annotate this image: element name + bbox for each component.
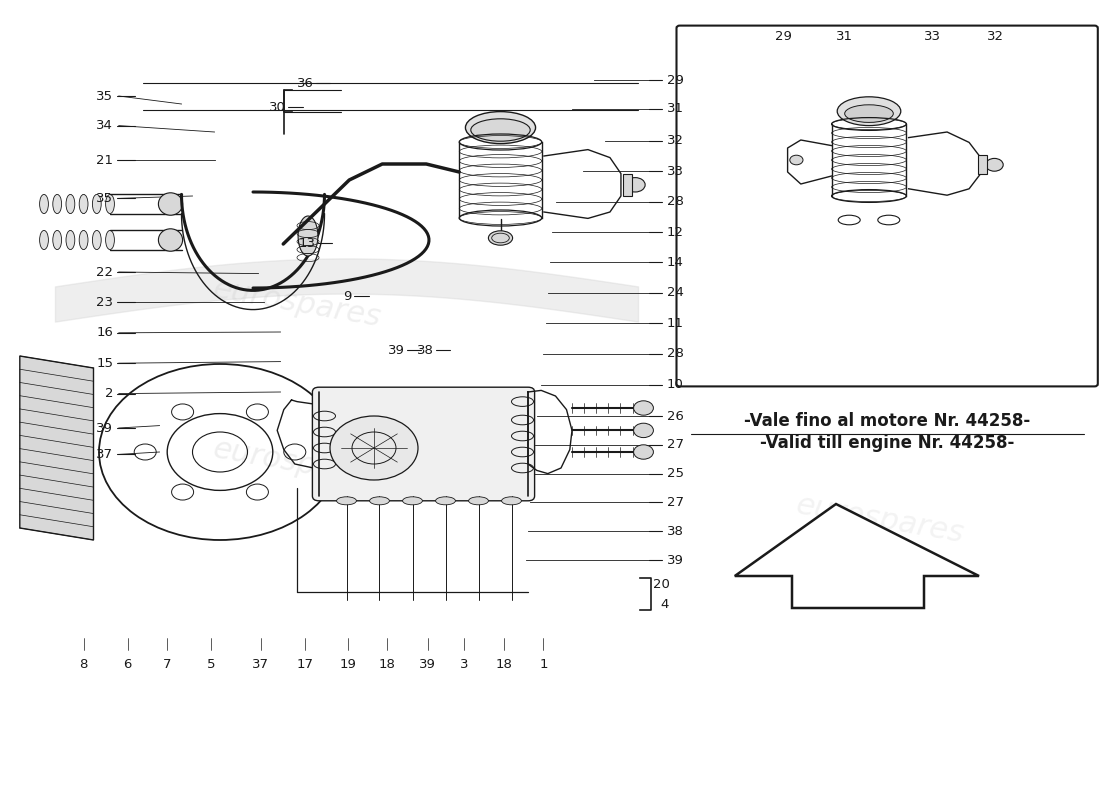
Text: eurospares: eurospares bbox=[210, 275, 384, 333]
Ellipse shape bbox=[40, 194, 48, 214]
Text: 29: 29 bbox=[774, 30, 792, 42]
Ellipse shape bbox=[469, 497, 488, 505]
Text: 33: 33 bbox=[667, 165, 683, 178]
Text: 26: 26 bbox=[667, 410, 683, 422]
Text: 39: 39 bbox=[419, 658, 437, 671]
Text: 13: 13 bbox=[299, 237, 316, 250]
Ellipse shape bbox=[370, 497, 389, 505]
Ellipse shape bbox=[66, 194, 75, 214]
Text: 2: 2 bbox=[104, 387, 113, 400]
Text: 31: 31 bbox=[836, 30, 854, 42]
Ellipse shape bbox=[837, 97, 901, 126]
Text: eurospares: eurospares bbox=[793, 491, 967, 549]
Bar bbox=[623, 174, 631, 196]
Text: 37: 37 bbox=[252, 658, 270, 671]
Text: 1: 1 bbox=[539, 658, 548, 671]
Ellipse shape bbox=[40, 230, 48, 250]
Text: 28: 28 bbox=[667, 195, 683, 208]
Text: 39: 39 bbox=[97, 422, 113, 434]
Ellipse shape bbox=[502, 497, 521, 505]
FancyBboxPatch shape bbox=[676, 26, 1098, 386]
Ellipse shape bbox=[634, 423, 653, 438]
Text: 4: 4 bbox=[660, 598, 669, 611]
Ellipse shape bbox=[106, 194, 114, 214]
Ellipse shape bbox=[465, 111, 536, 144]
Text: 17: 17 bbox=[296, 658, 314, 671]
Circle shape bbox=[330, 416, 418, 480]
Text: 19: 19 bbox=[339, 658, 356, 671]
Ellipse shape bbox=[403, 497, 422, 505]
Text: 7: 7 bbox=[163, 658, 172, 671]
Text: 21: 21 bbox=[97, 154, 113, 166]
Text: 38: 38 bbox=[417, 344, 433, 357]
Text: 28: 28 bbox=[667, 347, 683, 360]
Ellipse shape bbox=[158, 193, 183, 215]
Text: 14: 14 bbox=[667, 256, 683, 269]
Text: 18: 18 bbox=[495, 658, 513, 671]
Text: 3: 3 bbox=[460, 658, 469, 671]
Ellipse shape bbox=[106, 230, 114, 250]
Ellipse shape bbox=[92, 230, 101, 250]
Text: 11: 11 bbox=[667, 317, 683, 330]
Text: 35: 35 bbox=[97, 192, 113, 205]
Text: 27: 27 bbox=[667, 438, 683, 451]
Text: 34: 34 bbox=[97, 119, 113, 132]
Ellipse shape bbox=[634, 401, 653, 415]
Ellipse shape bbox=[488, 230, 513, 245]
Text: 27: 27 bbox=[667, 496, 683, 509]
Text: 22: 22 bbox=[97, 266, 113, 278]
Text: 6: 6 bbox=[123, 658, 132, 671]
Ellipse shape bbox=[634, 445, 653, 459]
Text: 12: 12 bbox=[667, 226, 683, 238]
Ellipse shape bbox=[66, 230, 75, 250]
Ellipse shape bbox=[625, 178, 645, 192]
Text: eurospares: eurospares bbox=[210, 435, 384, 493]
Text: -Valid till engine Nr. 44258-: -Valid till engine Nr. 44258- bbox=[760, 434, 1014, 452]
Text: 30: 30 bbox=[270, 101, 286, 114]
Text: 5: 5 bbox=[207, 658, 216, 671]
Ellipse shape bbox=[790, 155, 803, 165]
Ellipse shape bbox=[79, 230, 88, 250]
Text: 29: 29 bbox=[667, 74, 683, 86]
Text: 31: 31 bbox=[667, 102, 683, 115]
Text: 15: 15 bbox=[97, 357, 113, 370]
Text: 25: 25 bbox=[667, 467, 683, 480]
Text: 16: 16 bbox=[97, 326, 113, 339]
Text: 39: 39 bbox=[388, 344, 405, 357]
Text: 38: 38 bbox=[667, 525, 683, 538]
Ellipse shape bbox=[436, 497, 455, 505]
Text: -Vale fino al motore Nr. 44258-: -Vale fino al motore Nr. 44258- bbox=[744, 412, 1031, 430]
Ellipse shape bbox=[337, 497, 356, 505]
Ellipse shape bbox=[298, 216, 318, 256]
FancyBboxPatch shape bbox=[312, 387, 535, 501]
Ellipse shape bbox=[53, 230, 62, 250]
Text: 32: 32 bbox=[987, 30, 1004, 42]
Text: 36: 36 bbox=[297, 77, 313, 90]
Ellipse shape bbox=[471, 118, 530, 141]
Text: 32: 32 bbox=[667, 134, 683, 147]
Ellipse shape bbox=[845, 105, 893, 122]
Text: 23: 23 bbox=[97, 296, 113, 309]
Bar bbox=[978, 155, 987, 174]
Text: 9: 9 bbox=[343, 290, 352, 302]
Polygon shape bbox=[735, 504, 979, 608]
Text: 35: 35 bbox=[97, 90, 113, 102]
Ellipse shape bbox=[986, 158, 1003, 171]
Text: 20: 20 bbox=[653, 578, 670, 590]
Text: 8: 8 bbox=[79, 658, 88, 671]
Text: 37: 37 bbox=[97, 448, 113, 461]
Ellipse shape bbox=[53, 194, 62, 214]
Text: 10: 10 bbox=[667, 378, 683, 391]
Ellipse shape bbox=[92, 194, 101, 214]
Ellipse shape bbox=[79, 194, 88, 214]
Text: 24: 24 bbox=[667, 286, 683, 299]
Text: 39: 39 bbox=[667, 554, 683, 566]
Text: 18: 18 bbox=[378, 658, 396, 671]
Text: eurospares: eurospares bbox=[793, 187, 967, 245]
Polygon shape bbox=[20, 356, 94, 540]
Ellipse shape bbox=[158, 229, 183, 251]
Text: 33: 33 bbox=[924, 30, 942, 42]
